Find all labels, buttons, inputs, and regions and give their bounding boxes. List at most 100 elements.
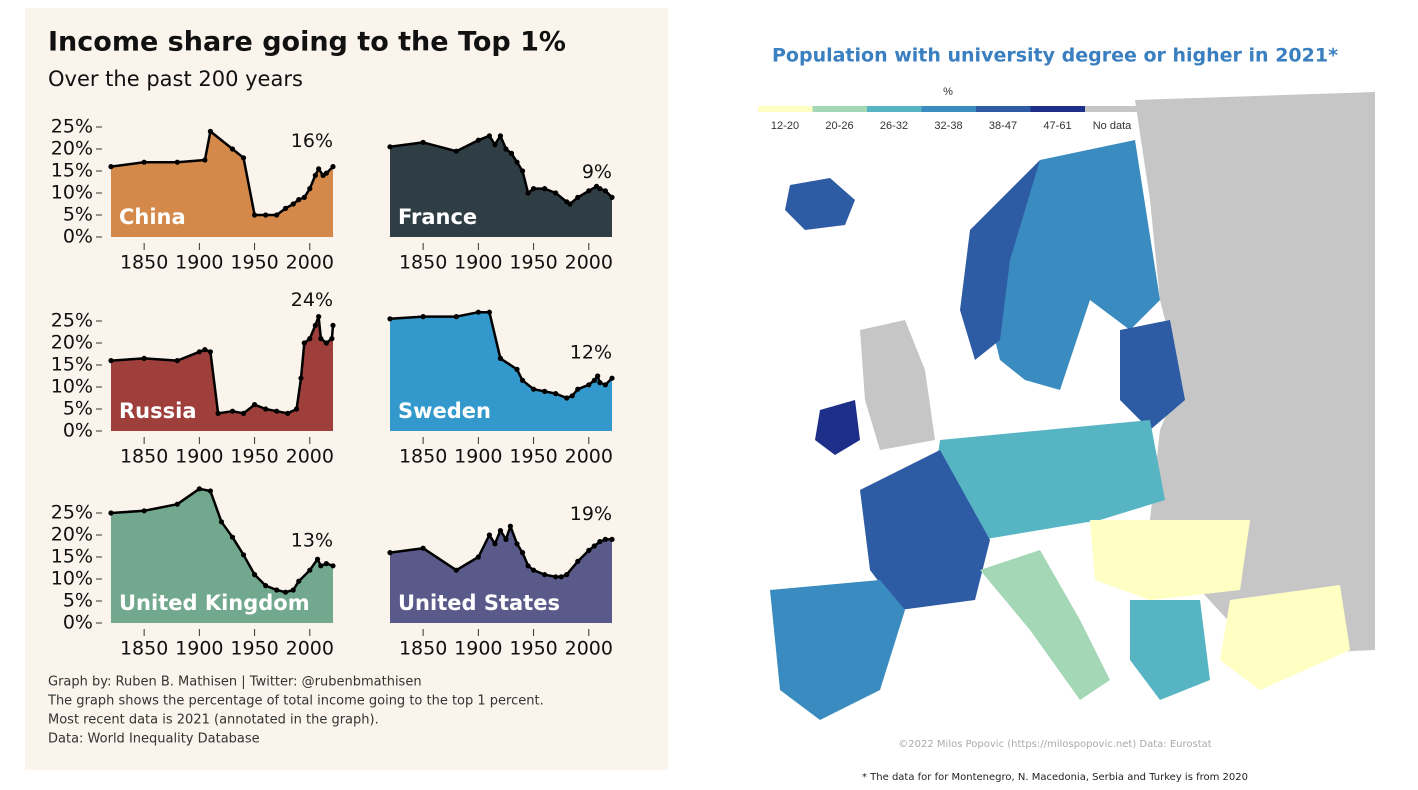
point xyxy=(285,410,291,416)
y-tick-label: 10% xyxy=(51,568,93,590)
point xyxy=(586,547,592,554)
point xyxy=(497,133,504,139)
note: Graph by: Ruben B. Mathisen | Twitter: @… xyxy=(48,675,422,690)
legend-swatch xyxy=(1030,106,1085,112)
point xyxy=(530,186,537,192)
point xyxy=(492,142,498,148)
x-tick-label: 2000 xyxy=(286,252,334,274)
credit: ©2022 Milos Popovic (https://milospopovi… xyxy=(898,739,1211,750)
land-no-data xyxy=(1135,92,1375,655)
point xyxy=(218,519,225,525)
legend-label: 32-38 xyxy=(934,120,962,132)
point xyxy=(519,550,526,556)
legend-label: 20-26 xyxy=(825,120,853,132)
y-tick-label: 25% xyxy=(51,502,93,524)
land-no-data xyxy=(860,320,935,450)
point xyxy=(293,406,300,412)
note: Most recent data is 2021 (annotated in t… xyxy=(48,713,379,728)
point xyxy=(316,314,322,320)
land xyxy=(1220,585,1350,690)
annotation: 24% xyxy=(291,289,333,311)
land xyxy=(990,140,1160,390)
point xyxy=(525,190,531,196)
x-tick-label: 1950 xyxy=(230,252,278,274)
point xyxy=(202,157,208,163)
point xyxy=(282,205,289,211)
point xyxy=(274,212,280,218)
point xyxy=(312,322,318,328)
point xyxy=(196,486,202,492)
panel-label: France xyxy=(398,205,477,229)
point xyxy=(609,375,615,381)
point xyxy=(503,146,509,152)
point xyxy=(263,583,269,589)
legend-title: % xyxy=(943,86,953,98)
x-tick-label: 1850 xyxy=(120,446,168,468)
point xyxy=(591,543,597,549)
land xyxy=(815,400,860,455)
panel-label: Sweden xyxy=(398,399,491,423)
point xyxy=(514,366,520,372)
y-tick-label: 0% xyxy=(63,612,93,634)
point xyxy=(263,212,269,218)
note: The graph shows the percentage of total … xyxy=(47,694,544,709)
point xyxy=(323,340,329,346)
point xyxy=(602,188,608,194)
point xyxy=(553,391,559,397)
x-tick-label: 1900 xyxy=(454,638,502,660)
y-tick-label: 20% xyxy=(51,524,93,546)
point xyxy=(290,201,296,207)
point xyxy=(229,408,236,414)
legend-swatch xyxy=(867,106,922,112)
point xyxy=(316,166,322,172)
legend-label: 26-32 xyxy=(880,120,908,132)
x-tick-label: 2000 xyxy=(286,446,334,468)
point xyxy=(453,567,459,573)
area xyxy=(390,526,612,623)
point xyxy=(475,309,481,315)
point xyxy=(497,528,504,534)
point xyxy=(108,164,114,170)
area xyxy=(390,135,612,237)
point xyxy=(575,194,581,200)
point xyxy=(558,574,564,580)
point xyxy=(274,408,280,414)
point xyxy=(108,510,114,516)
point xyxy=(420,139,426,145)
point xyxy=(207,488,214,494)
legend-swatch xyxy=(1085,106,1140,112)
y-tick-label: 10% xyxy=(51,182,93,204)
point xyxy=(307,567,313,573)
area xyxy=(390,312,612,431)
point xyxy=(475,137,481,143)
area xyxy=(111,131,333,237)
point xyxy=(312,172,318,178)
point xyxy=(497,355,504,361)
point xyxy=(553,574,559,580)
land xyxy=(980,550,1110,700)
legend-label: No data xyxy=(1093,120,1132,132)
annotation: 12% xyxy=(570,342,612,364)
map-title: Population with university degree or hig… xyxy=(772,45,1338,67)
point xyxy=(240,552,247,558)
point xyxy=(486,309,493,315)
point xyxy=(174,501,180,507)
panel-label: United States xyxy=(398,591,560,615)
point xyxy=(530,386,537,392)
point xyxy=(323,561,329,567)
y-tick-label: 15% xyxy=(51,354,93,376)
point xyxy=(475,554,481,560)
y-tick-label: 5% xyxy=(63,590,93,612)
point xyxy=(251,212,258,218)
point xyxy=(514,541,520,547)
point xyxy=(486,532,493,538)
point xyxy=(602,382,608,388)
point xyxy=(329,336,335,342)
y-tick-label: 0% xyxy=(63,226,93,248)
annotation: 9% xyxy=(582,161,612,183)
point xyxy=(542,572,548,578)
x-tick-label: 1900 xyxy=(175,252,223,274)
legend-swatch xyxy=(921,106,976,112)
title: Income share going to the Top 1% xyxy=(48,27,566,58)
